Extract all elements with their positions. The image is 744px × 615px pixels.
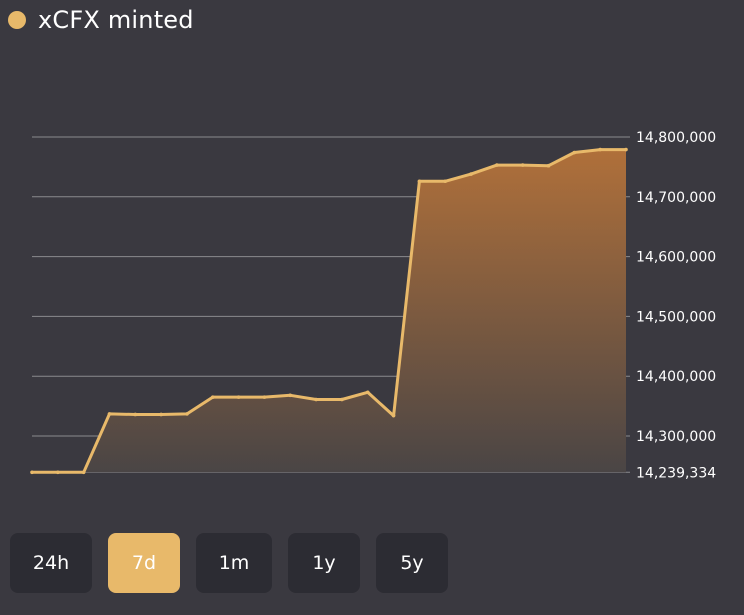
y-tick-label: 14,800,000 bbox=[636, 130, 716, 146]
data-point[interactable] bbox=[107, 412, 112, 416]
data-point[interactable] bbox=[340, 397, 344, 402]
y-tick-label: 14,600,000 bbox=[636, 250, 716, 266]
legend: xCFX minted bbox=[8, 6, 194, 34]
data-point[interactable] bbox=[624, 147, 628, 152]
data-point[interactable] bbox=[159, 412, 163, 417]
data-point[interactable] bbox=[314, 397, 318, 402]
y-tick-label: 14,239,334 bbox=[636, 465, 716, 481]
data-point[interactable] bbox=[185, 412, 189, 416]
y-tick-label: 14,500,000 bbox=[636, 309, 716, 325]
area-chart: 14,800,000 14,700,000 14,600,000 14,500,000… bbox=[30, 130, 716, 481]
range-button-24h[interactable]: 24h bbox=[10, 533, 92, 593]
data-point[interactable] bbox=[520, 163, 525, 167]
y-tick-label: 14,700,000 bbox=[636, 190, 716, 206]
data-point[interactable] bbox=[469, 172, 473, 176]
data-point[interactable] bbox=[443, 179, 448, 184]
data-point[interactable] bbox=[598, 147, 602, 152]
legend-dot bbox=[8, 11, 26, 29]
data-point[interactable] bbox=[262, 395, 267, 399]
range-button-7d[interactable]: 7d bbox=[108, 533, 180, 593]
data-point[interactable] bbox=[495, 163, 499, 167]
data-point[interactable] bbox=[81, 470, 86, 475]
data-point[interactable] bbox=[30, 470, 34, 475]
data-point[interactable] bbox=[133, 412, 138, 417]
area-fill bbox=[32, 149, 626, 473]
range-selector: 24h 7d 1m 1y 5y bbox=[10, 533, 464, 593]
data-point[interactable] bbox=[572, 150, 577, 155]
data-point[interactable] bbox=[56, 470, 60, 475]
range-button-1y[interactable]: 1y bbox=[288, 533, 360, 593]
data-point[interactable] bbox=[391, 413, 396, 418]
data-point[interactable] bbox=[365, 390, 370, 395]
y-tick-label: 14,400,000 bbox=[636, 369, 716, 385]
range-button-1m[interactable]: 1m bbox=[196, 533, 272, 593]
range-button-5y[interactable]: 5y bbox=[376, 533, 448, 593]
data-point[interactable] bbox=[236, 395, 241, 399]
data-point[interactable] bbox=[546, 163, 551, 168]
series-line bbox=[32, 148, 626, 474]
legend-label: xCFX minted bbox=[38, 6, 194, 34]
y-tick-label: 14,300,000 bbox=[636, 429, 716, 445]
data-point[interactable] bbox=[288, 393, 293, 398]
data-point[interactable] bbox=[417, 179, 422, 184]
data-point[interactable] bbox=[210, 395, 215, 399]
